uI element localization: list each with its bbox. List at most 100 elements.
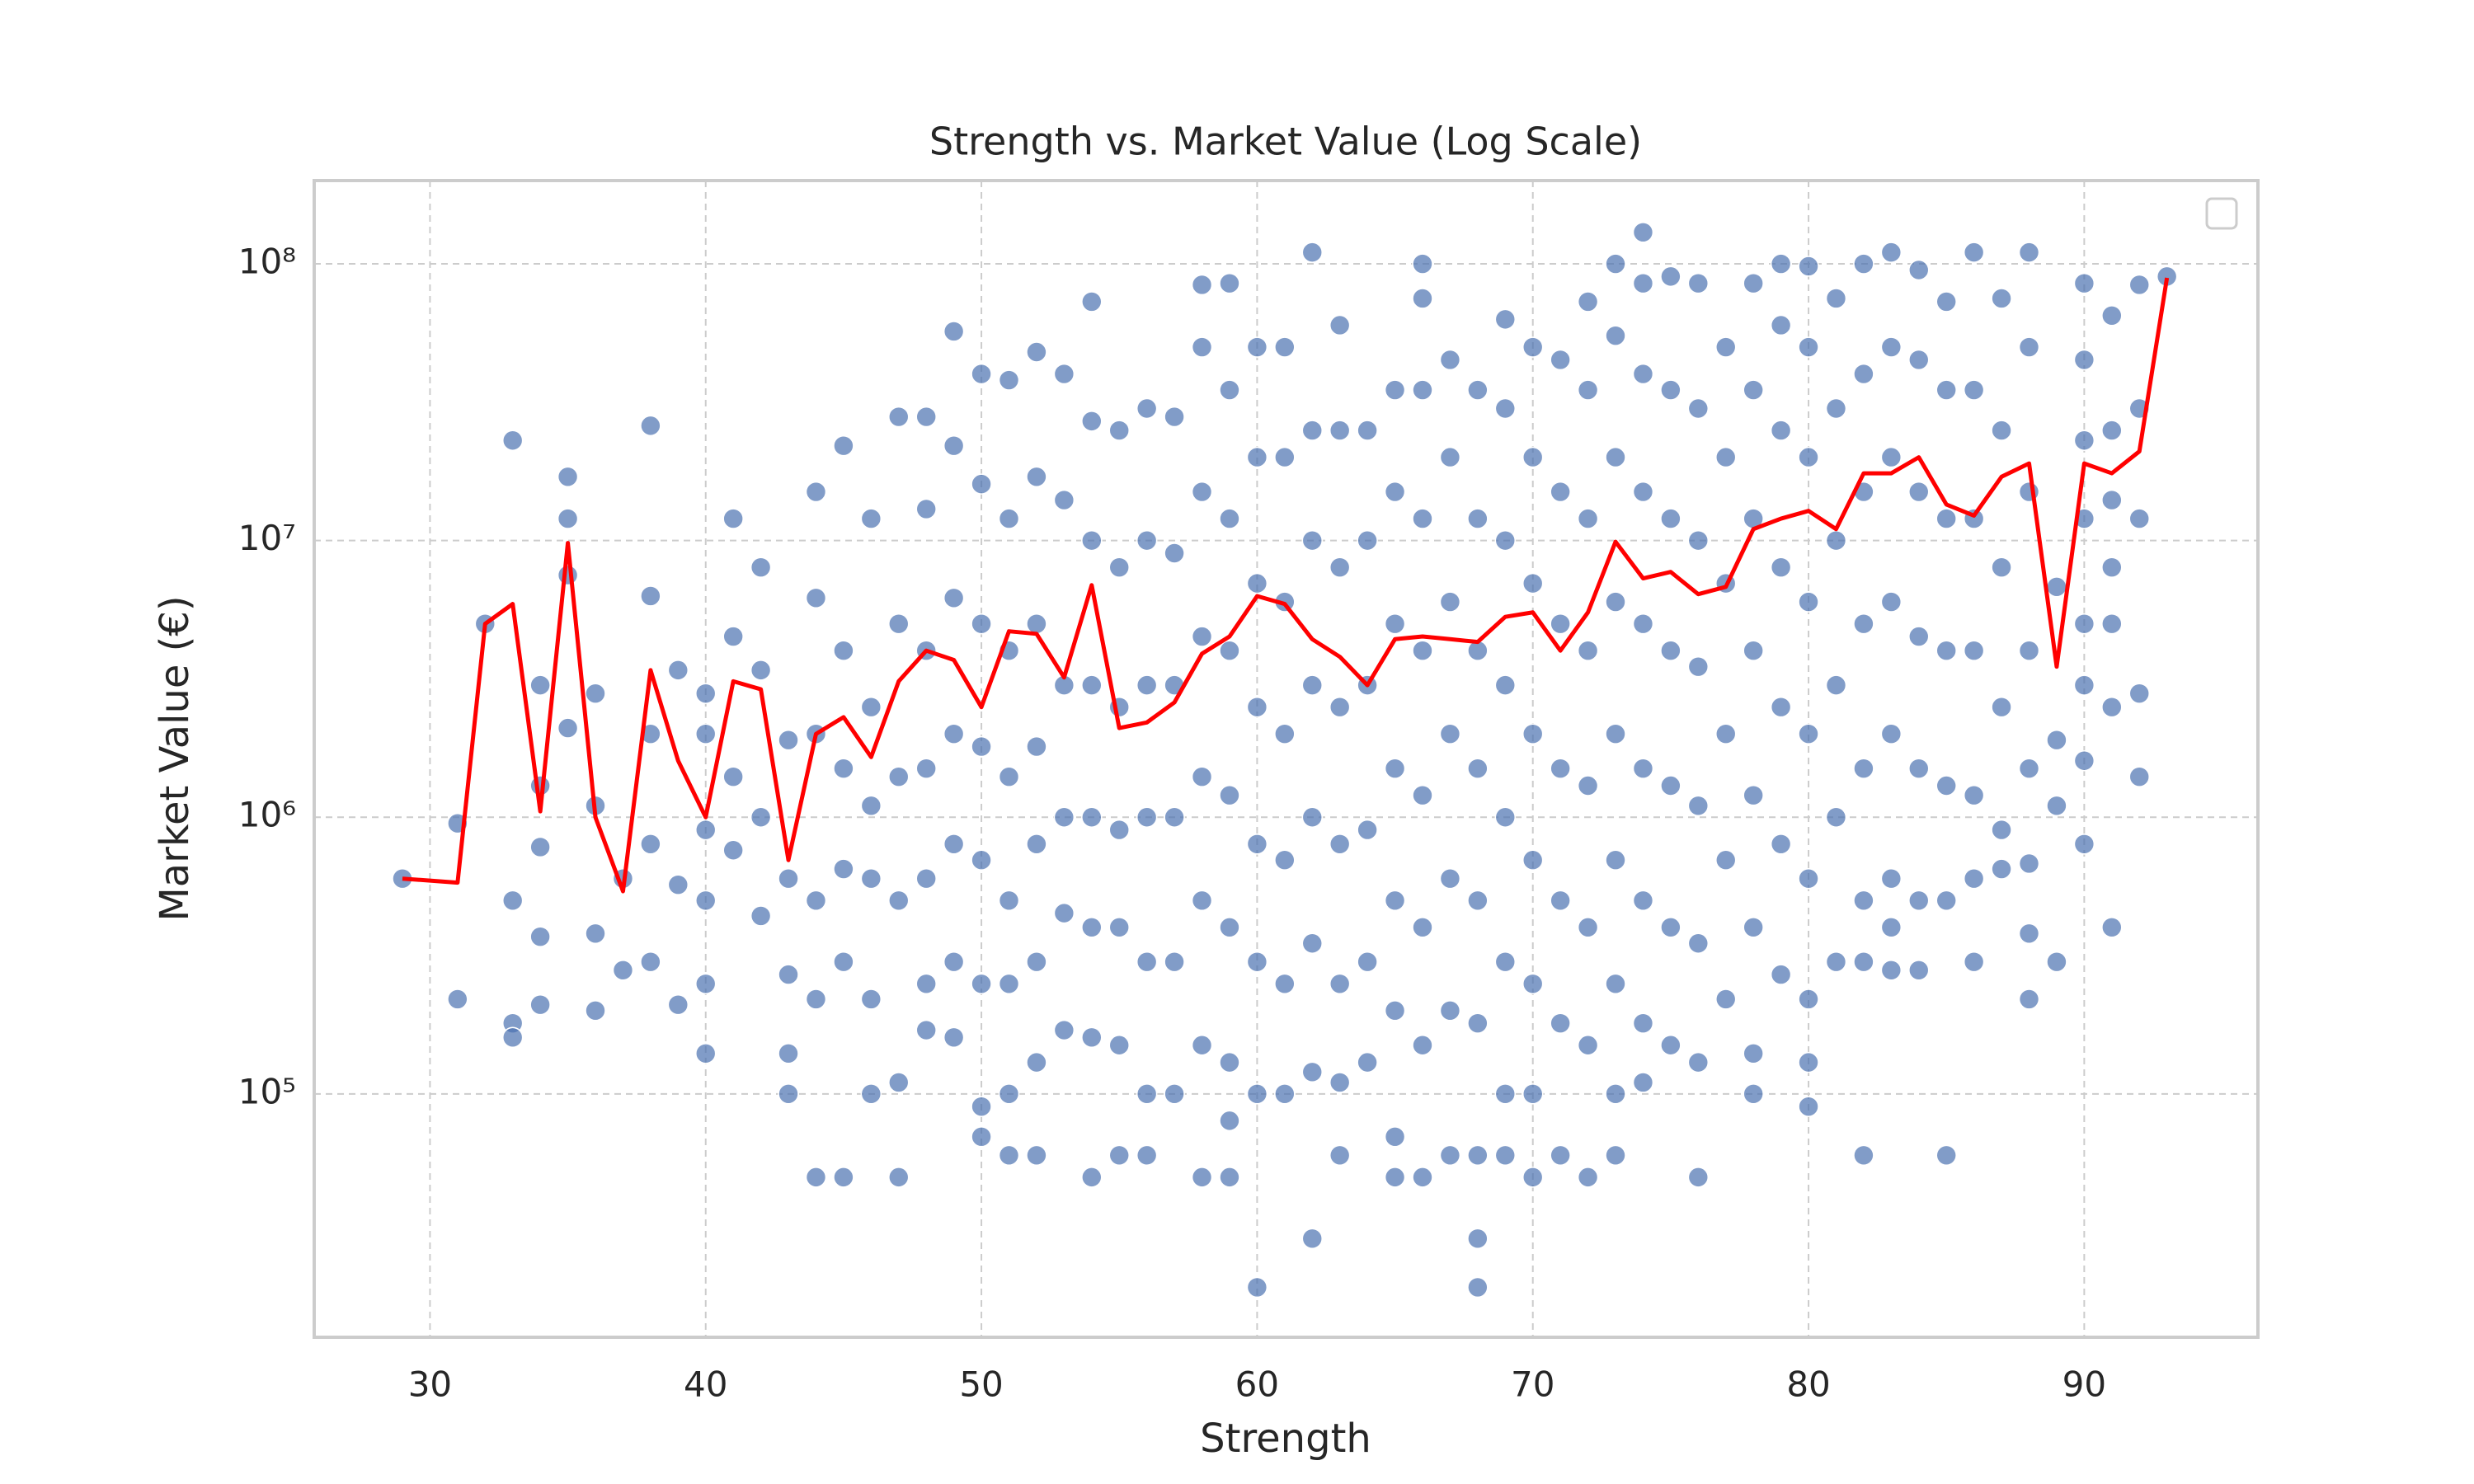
scatter-point (1798, 1051, 1819, 1073)
scatter-point (887, 766, 910, 788)
scatter-point (1246, 572, 1268, 594)
scatter-point (1687, 795, 1710, 817)
scatter-point (1384, 1126, 1406, 1148)
scatter-point (1577, 775, 1599, 796)
scatter-point (1329, 833, 1351, 855)
scatter-point (2101, 305, 2123, 326)
scatter-point (1522, 446, 1544, 468)
scatter-point (1219, 640, 1240, 661)
scatter-point (557, 508, 579, 529)
scatter-point (2046, 729, 2067, 751)
marks (392, 221, 2178, 1298)
scatter-point (1605, 325, 1626, 346)
scatter-point (1301, 1228, 1324, 1250)
y-tick-label: 10⁶ (238, 795, 296, 835)
scatter-point (1743, 1083, 1764, 1105)
scatter-point (1494, 674, 1517, 696)
scatter-point (2073, 749, 2095, 772)
scatter-point (694, 1043, 717, 1064)
scatter-point (1714, 336, 1737, 358)
y-tick-label: 10⁸ (238, 242, 296, 282)
scatter-point (2073, 674, 2095, 696)
scatter-point (1743, 784, 1764, 806)
scatter-point (1494, 308, 1517, 331)
chart-title: Strength vs. Market Value (Log Scale) (929, 120, 1642, 164)
scatter-point (1467, 508, 1489, 529)
scatter-point (1329, 973, 1351, 995)
scatter-point (1853, 613, 1874, 635)
scatter-point (1660, 265, 1681, 288)
scatter-point (1522, 572, 1544, 594)
scatter-point (501, 430, 524, 452)
scatter-point (915, 1019, 938, 1041)
scatter-point (1357, 819, 1378, 841)
scatter-point (529, 674, 551, 696)
scatter-point (557, 717, 579, 739)
scatter-point (1136, 1144, 1158, 1167)
scatter-point (2073, 272, 2095, 294)
scatter-point (1743, 1043, 1764, 1064)
scatter-point (529, 993, 551, 1016)
scatter-point (1164, 406, 1185, 428)
scatter-point (1522, 849, 1544, 871)
scatter-point (1384, 1000, 1406, 1021)
scatter-point (2018, 242, 2040, 263)
scatter-point (1412, 288, 1433, 309)
scatter-point (1632, 272, 1654, 294)
scatter-point (1081, 1026, 1103, 1049)
scatter-point (1687, 1167, 1710, 1188)
scatter-point (1081, 291, 1103, 312)
scatter-point (1136, 806, 1158, 829)
scatter-point (998, 1083, 1020, 1105)
scatter-point (1714, 723, 1737, 745)
scatter-point (1301, 420, 1324, 441)
scatter-point (447, 989, 468, 1010)
scatter-point (1081, 1167, 1103, 1188)
scatter-point (915, 498, 938, 520)
scatter-point (1660, 640, 1681, 661)
scatter-point (1907, 349, 1930, 371)
scatter-point (1467, 1144, 1489, 1167)
scatter-point (887, 613, 910, 635)
scatter-point (1191, 274, 1213, 296)
scatter-point (1026, 613, 1047, 635)
scatter-point (1550, 349, 1571, 371)
scatter-point (943, 587, 965, 609)
x-tick-label: 40 (684, 1364, 727, 1405)
scatter-point (529, 926, 551, 947)
scatter-point (1412, 508, 1433, 529)
scatter-point (1274, 723, 1296, 745)
scatter-point (943, 1026, 965, 1049)
scatter-point (1991, 819, 2012, 841)
scatter-point (1798, 1096, 1819, 1118)
scatter-point (1301, 806, 1324, 829)
scatter-point (1770, 556, 1792, 578)
scatter-point (998, 973, 1020, 995)
scatter-point (805, 890, 827, 912)
scatter-point (1550, 613, 1571, 635)
scatter-point (1301, 529, 1324, 552)
scatter-point (1687, 932, 1710, 955)
scatter-point (1136, 1083, 1158, 1105)
scatter-point (778, 964, 799, 985)
scatter-point (2128, 274, 2151, 296)
scatter-point (667, 874, 689, 895)
scatter-point (1825, 397, 1847, 420)
scatter-point (1219, 272, 1240, 294)
scatter-point (750, 905, 772, 927)
scatter-point (1357, 529, 1378, 552)
scatter-point (860, 795, 882, 817)
scatter-point (943, 321, 965, 342)
scatter-point (833, 640, 854, 661)
scatter-point (805, 1167, 827, 1188)
scatter-point (887, 890, 910, 912)
scatter-point (1301, 242, 1324, 263)
scatter-point (501, 1026, 524, 1049)
scatter-point (971, 363, 992, 385)
scatter-point (1825, 288, 1847, 309)
scatter-point (501, 890, 524, 912)
scatter-point (529, 836, 551, 858)
y-tick-label: 10⁷ (238, 518, 296, 558)
scatter-point (1632, 1072, 1654, 1093)
